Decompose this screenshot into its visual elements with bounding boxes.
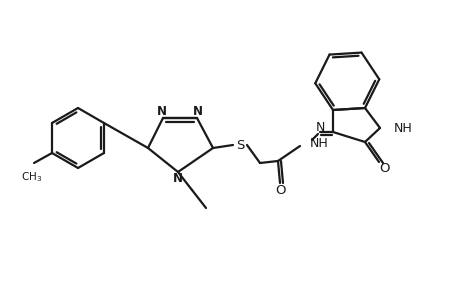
Text: NH: NH [393, 122, 412, 134]
Text: N: N [314, 121, 324, 134]
Text: N: N [173, 172, 183, 185]
Text: N: N [157, 104, 167, 118]
Text: O: O [275, 184, 285, 196]
Text: CH$_3$: CH$_3$ [22, 170, 43, 184]
Text: O: O [379, 161, 389, 175]
Text: NH: NH [309, 136, 328, 149]
Text: N: N [193, 104, 202, 118]
Text: S: S [235, 139, 244, 152]
